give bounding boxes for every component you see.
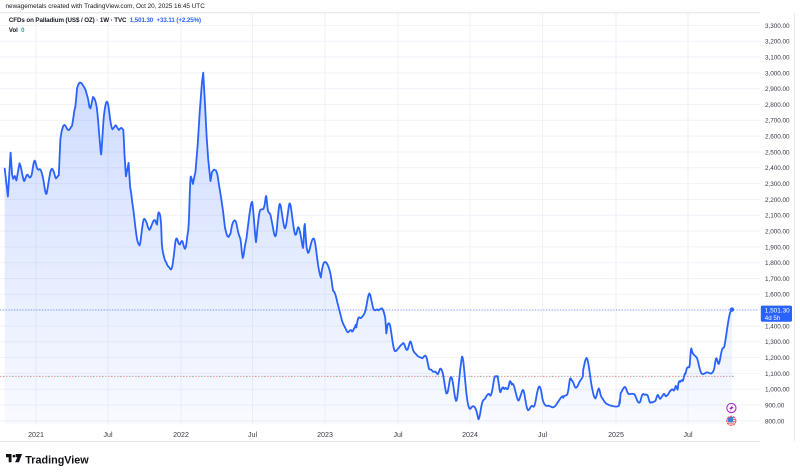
svg-text:Jul: Jul [103,431,112,439]
svg-text:1,600.00: 1,600.00 [765,292,790,299]
svg-text:2022: 2022 [173,431,189,439]
svg-text:1,200.00: 1,200.00 [765,355,790,362]
svg-text:3,200.00: 3,200.00 [765,39,790,46]
svg-text:2,300.00: 2,300.00 [765,181,790,188]
svg-text:2,600.00: 2,600.00 [765,134,790,141]
svg-text:2021: 2021 [28,431,44,439]
svg-text:2,900.00: 2,900.00 [765,86,790,93]
svg-text:TradingView: TradingView [25,454,89,466]
svg-text:Jul: Jul [683,431,692,439]
svg-text:2,500.00: 2,500.00 [765,149,790,156]
svg-text:900.00: 900.00 [765,403,785,410]
svg-text:2,800.00: 2,800.00 [765,102,790,109]
svg-text:2,000.00: 2,000.00 [765,229,790,236]
svg-text:3,300.00: 3,300.00 [765,23,790,30]
svg-text:2025: 2025 [608,431,624,439]
svg-text:Jul: Jul [538,431,547,439]
svg-text:Jul: Jul [248,431,257,439]
svg-text:1,000.00: 1,000.00 [765,387,790,394]
svg-text:2023: 2023 [317,431,333,439]
svg-text:Jul: Jul [393,431,402,439]
svg-text:2,700.00: 2,700.00 [765,118,790,125]
svg-text:2,200.00: 2,200.00 [765,197,790,204]
svg-text:1,400.00: 1,400.00 [765,323,790,330]
svg-text:1,300.00: 1,300.00 [765,339,790,346]
svg-text:3,100.00: 3,100.00 [765,54,790,61]
svg-text:3,000.00: 3,000.00 [765,70,790,77]
svg-text:1,700.00: 1,700.00 [765,276,790,283]
svg-text:1,800.00: 1,800.00 [765,260,790,267]
svg-text:800.00: 800.00 [765,418,785,425]
svg-text:1,100.00: 1,100.00 [765,371,790,378]
svg-text:2,100.00: 2,100.00 [765,213,790,220]
svg-text:4d 5h: 4d 5h [765,315,781,322]
svg-text:1,501.30: 1,501.30 [765,307,790,314]
svg-text:1,900.00: 1,900.00 [765,244,790,251]
svg-text:2024: 2024 [462,431,478,439]
svg-text:2,400.00: 2,400.00 [765,165,790,172]
